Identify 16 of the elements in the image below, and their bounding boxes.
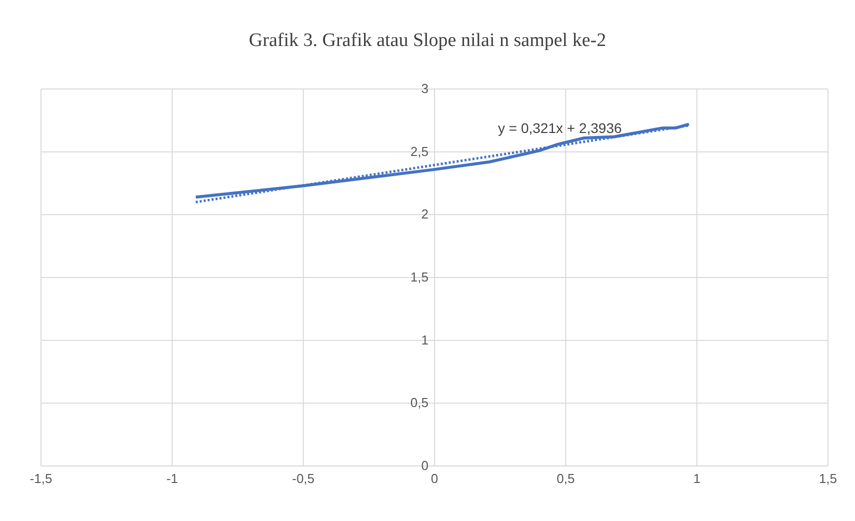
annotation: y = 0,321x + 2,3936 (498, 120, 622, 136)
x-tick-label: -1 (166, 471, 178, 486)
x-tick-label: -0,5 (292, 471, 315, 486)
x-tick-label: 0,5 (556, 471, 575, 486)
x-tick-label: 1 (693, 471, 700, 486)
x-tick-label: 1,5 (818, 471, 838, 486)
y-tick-label: 1,5 (410, 270, 428, 284)
x-tick-label: 0 (430, 471, 438, 486)
y-tick-label: 0,5 (410, 395, 428, 410)
x-tick-label: -1,5 (30, 471, 52, 486)
y-tick-label: 3 (421, 81, 428, 96)
chart-title: Grafik 3. Grafik atau Slope nilai n sampel ke-2 (248, 30, 608, 52)
y-tick-label: 2,5 (410, 144, 428, 159)
y-tick-label: 0 (421, 458, 428, 473)
y-tick-label: 1 (421, 332, 428, 348)
y-tick-label: 2 (421, 206, 428, 222)
